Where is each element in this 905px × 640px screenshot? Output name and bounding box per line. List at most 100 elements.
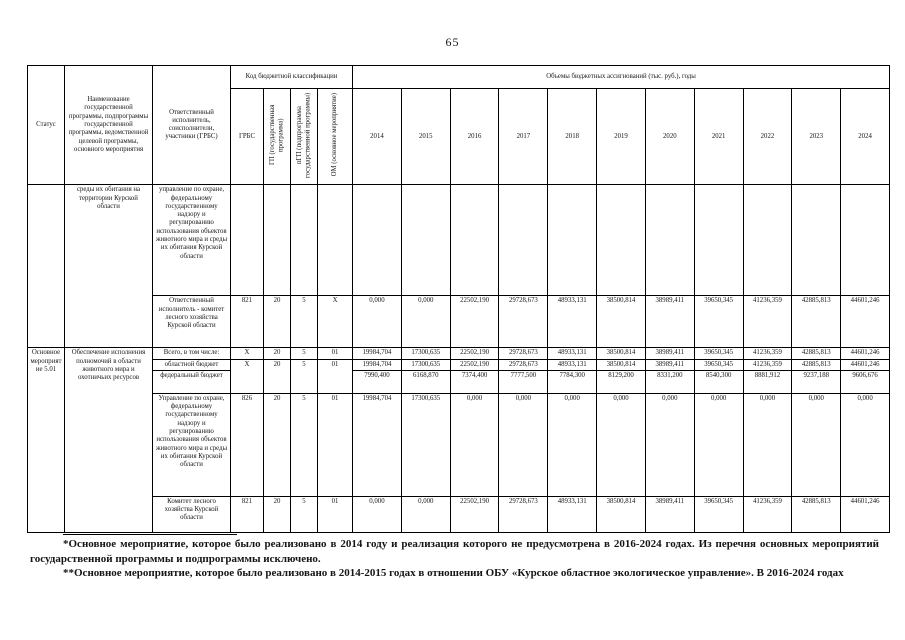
year-header-2014: 2014 (352, 87, 402, 186)
col-header-status: Статус (27, 64, 65, 186)
value-cell: 22502,190 (449, 495, 500, 533)
pgp-cell (290, 184, 318, 297)
year-header-2020: 2020 (644, 87, 695, 186)
value-cell: 29728,673 (498, 347, 549, 360)
value-cell (596, 184, 646, 297)
col-header-pgp-label: пГП (подпрограмма государственной програ… (295, 92, 311, 178)
value-cell: 0,000 (644, 392, 695, 497)
col-header-volumes: Объемы бюджетных ассигнований (тыс. руб.… (352, 65, 890, 89)
gp-cell: 20 (263, 358, 291, 394)
value-cell: 17300,635 (400, 392, 451, 497)
value-cell: 38500,814 (596, 347, 646, 360)
value-cell: 48933,131 (547, 358, 598, 371)
value-cell (352, 184, 402, 297)
table-row: федеральный бюджет 7990,400 6168,870 737… (28, 369, 890, 394)
value-cell: 39650,345 (693, 358, 744, 371)
gp-cell (263, 184, 291, 297)
name-cell: Обеспечение исполнения полномочий в обла… (64, 347, 153, 533)
grbs-cell (230, 184, 264, 297)
value-cell: 17300,635 (400, 347, 451, 360)
value-cell: 48933,131 (547, 495, 598, 533)
value-cell: 0,000 (400, 295, 451, 349)
gp-cell: 20 (263, 392, 291, 497)
value-cell: 38989,411 (644, 358, 695, 371)
year-header-2016: 2016 (449, 87, 500, 186)
gp-cell: 20 (263, 295, 291, 349)
executor-cell: Комитет лесного хозяйства Курской област… (152, 495, 231, 533)
pgp-cell: 5 (290, 495, 318, 533)
value-cell: 38500,814 (596, 495, 646, 533)
value-cell (791, 184, 842, 297)
gp-cell: 20 (263, 347, 291, 360)
value-cell: 44601,246 (840, 358, 890, 371)
value-cell: 38500,814 (596, 295, 646, 349)
value-cell: 7777,500 (498, 369, 549, 394)
value-cell: 9606,676 (840, 369, 890, 394)
value-cell: 6168,870 (400, 369, 451, 394)
year-header-2018: 2018 (547, 87, 598, 186)
value-cell: 41236,359 (742, 295, 793, 349)
status-cell: Основное мероприятие 5.01 (27, 347, 65, 533)
value-cell: 7784,300 (547, 369, 598, 394)
value-cell: 41236,359 (742, 495, 793, 533)
pgp-cell: 5 (290, 392, 318, 497)
value-cell (693, 184, 744, 297)
value-cell: 7990,400 (352, 369, 402, 394)
value-cell: 0,000 (693, 392, 744, 497)
om-cell: X (316, 295, 354, 349)
col-header-executor: Ответственный исполнитель, соисполнители… (152, 64, 231, 186)
gp-cell: 20 (263, 495, 291, 533)
value-cell: 7374,400 (449, 369, 500, 394)
footnotes: *Основное мероприятие, которое было реал… (30, 537, 879, 581)
budget-table: Статус Наименование государственной прог… (27, 64, 890, 533)
col-header-gp: ГП (государственная программа) (263, 87, 291, 186)
value-cell: 44601,246 (840, 295, 890, 349)
value-cell: 0,000 (596, 392, 646, 497)
value-cell (840, 184, 890, 297)
value-cell: 22502,190 (449, 358, 500, 371)
year-header-2023: 2023 (791, 87, 842, 186)
om-cell (316, 184, 354, 297)
value-cell: 38989,411 (644, 295, 695, 349)
grbs-cell: 821 (230, 295, 264, 349)
grbs-cell: X (230, 358, 264, 394)
value-cell: 0,000 (449, 392, 500, 497)
value-cell (547, 184, 598, 297)
value-cell: 38989,411 (644, 347, 695, 360)
grbs-cell: X (230, 347, 264, 360)
table-row: областной бюджет X 20 5 01 19984,704 173… (28, 358, 890, 394)
value-cell: 42885,813 (791, 358, 842, 371)
value-cell: 38500,814 (596, 358, 646, 371)
col-header-name: Наименование государственной программы, … (64, 64, 153, 186)
value-cell: 0,000 (400, 495, 451, 533)
year-header-2015: 2015 (400, 87, 451, 186)
value-cell: 0,000 (498, 392, 549, 497)
col-header-gp-label: ГП (государственная программа) (268, 104, 284, 166)
value-cell: 8540,300 (693, 369, 744, 394)
year-header-2021: 2021 (693, 87, 744, 186)
year-header-2022: 2022 (742, 87, 793, 186)
value-cell (449, 184, 500, 297)
value-cell: 22502,190 (449, 295, 500, 349)
table-row: Основное мероприятие 5.01 Обеспечение ис… (27, 347, 890, 533)
value-cell: 9237,188 (791, 369, 842, 394)
value-cell: 41236,359 (742, 347, 793, 360)
value-cell: 8129,200 (596, 369, 646, 394)
value-cell: 19984,704 (352, 347, 402, 360)
footnote-1: *Основное мероприятие, которое было реал… (30, 538, 879, 565)
grbs-cell: 821 (230, 495, 264, 533)
value-cell: 0,000 (352, 495, 402, 533)
year-header-2019: 2019 (596, 87, 646, 186)
value-cell: 48933,131 (547, 295, 598, 349)
table-row: Ответственный исполнитель - комитет лесн… (28, 295, 890, 349)
table-row: Комитет лесного хозяйства Курской област… (28, 495, 890, 533)
table-row: среды их обитания на территории Курской … (27, 184, 890, 349)
value-cell: 39650,345 (693, 347, 744, 360)
value-cell: 0,000 (840, 392, 890, 497)
footnote-2: **Основное мероприятие, которое было реа… (63, 567, 844, 579)
om-cell: 01 (316, 358, 354, 394)
value-cell: 41236,359 (742, 358, 793, 371)
executor-cell: Управление по охране, федеральному госуд… (152, 392, 231, 497)
value-cell: 29728,673 (498, 295, 549, 349)
